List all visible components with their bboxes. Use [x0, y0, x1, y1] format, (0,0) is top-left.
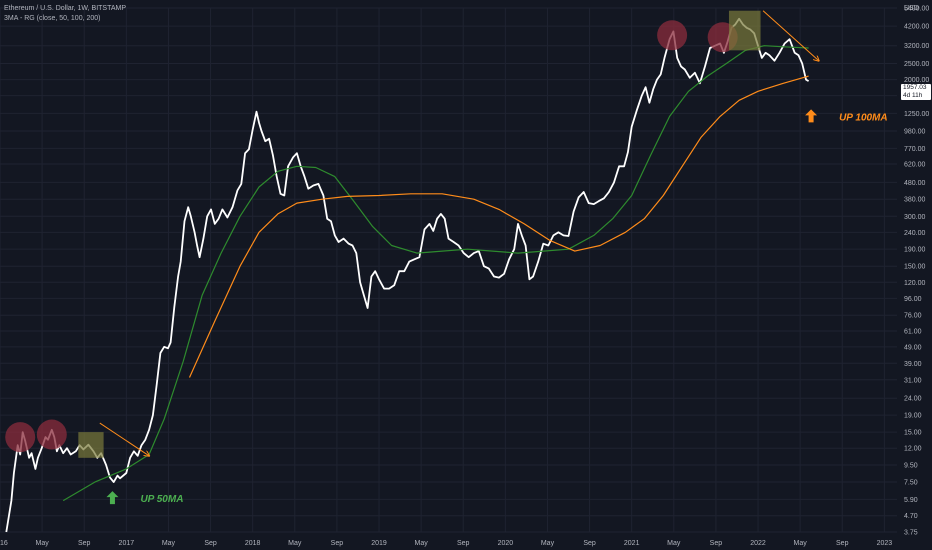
y-tick-label: 620.00 — [904, 161, 926, 168]
highlight-box — [728, 10, 761, 51]
x-tick-label: Sep — [78, 540, 91, 547]
chart-grid — [0, 7, 897, 533]
x-tick-label: 2023 — [877, 540, 893, 547]
y-tick-label: 5.90 — [904, 497, 918, 504]
y-axis[interactable]: 3.75 4.70 5.90 7.50 9.50 12.00 15.00 19.00 24.00… — [904, 5, 929, 537]
series-line-ma100 — [188, 75, 809, 378]
x-tick-label: May — [794, 540, 808, 547]
y-tick-label: 980.00 — [904, 128, 926, 135]
y-tick-label: 3200.00 — [904, 43, 929, 50]
y-tick-label: 150.00 — [904, 264, 926, 271]
y-tick-label: 4.70 — [904, 513, 918, 520]
y-tick-label: 76.00 — [904, 313, 922, 320]
x-tick-label: 2022 — [750, 540, 766, 547]
y-tick-label: 2000.00 — [904, 77, 929, 84]
y-tick-label: 49.00 — [904, 344, 922, 351]
series-line-ma50 — [62, 45, 809, 502]
x-tick-label: Sep — [457, 540, 470, 547]
y-tick-label: 15.00 — [904, 430, 922, 437]
y-tick-label: 39.00 — [904, 361, 922, 368]
y-tick-label: 190.00 — [904, 247, 926, 254]
x-tick-label: May — [162, 540, 176, 547]
up-arrow-icon — [805, 109, 818, 123]
x-tick-label: 2017 — [119, 540, 135, 547]
x-tick-label: 2018 — [245, 540, 261, 547]
trend-arrow — [99, 422, 149, 456]
highlight-circle — [36, 419, 67, 450]
highlight-box — [78, 432, 104, 458]
x-tick-label: May — [541, 540, 555, 547]
y-tick-label: 31.00 — [904, 377, 922, 384]
y-tick-label: 480.00 — [904, 180, 926, 187]
x-tick-label: May — [288, 540, 302, 547]
y-tick-label: 61.00 — [904, 329, 922, 336]
highlight-circle — [657, 20, 688, 51]
annotation-up100: UP 100MA — [839, 112, 888, 123]
y-tick-label: 770.00 — [904, 146, 926, 153]
last-price-label: 1957.03 4d 11h — [901, 84, 931, 100]
x-tick-label: May — [415, 540, 429, 547]
y-tick-label: 240.00 — [904, 230, 926, 237]
bar-countdown: 4d 11h — [903, 91, 923, 99]
x-tick-label: 2020 — [498, 540, 514, 547]
x-tick-label: Sep — [331, 540, 344, 547]
last-price-value: 1957.03 — [903, 84, 927, 91]
y-tick-label: 3.75 — [904, 530, 918, 537]
y-tick-label: 5400.00 — [904, 6, 929, 13]
highlight-circle — [5, 422, 36, 453]
y-tick-label: 120.00 — [904, 280, 926, 287]
x-axis[interactable]: 2016 May Sep 2017 May Sep 2018 May Sep 2019 May Sep… — [0, 540, 892, 547]
y-tick-label: 12.00 — [904, 446, 922, 453]
chart-header: Ethereum / U.S. Dollar, 1W, BITSTAMP 3MA… — [4, 4, 126, 24]
y-tick-label: 4200.00 — [904, 24, 929, 31]
annotation-up50: UP 50MA — [140, 494, 183, 505]
y-tick-label: 2500.00 — [904, 61, 929, 68]
y-tick-label: 9.50 — [904, 463, 918, 470]
x-tick-label: 2016 — [0, 540, 8, 547]
x-tick-label: 2021 — [624, 540, 640, 547]
y-tick-label: 7.50 — [904, 480, 918, 487]
y-tick-label: 1250.00 — [904, 111, 929, 118]
chart-title: Ethereum / U.S. Dollar, 1W, BITSTAMP — [4, 5, 127, 12]
x-tick-label: Sep — [204, 540, 217, 547]
up-arrow-icon — [106, 491, 119, 505]
trend-arrow — [762, 10, 819, 61]
y-tick-label: 300.00 — [904, 214, 926, 221]
x-tick-label: Sep — [583, 540, 596, 547]
y-tick-label: 24.00 — [904, 396, 922, 403]
x-tick-label: May — [667, 540, 681, 547]
chart-annotations: UP 50MA UP 100MA — [5, 10, 888, 505]
x-tick-label: Sep — [710, 540, 723, 547]
y-tick-label: 380.00 — [904, 197, 926, 204]
y-tick-label: 96.00 — [904, 296, 922, 303]
y-tick-label: 19.00 — [904, 413, 922, 420]
x-tick-label: Sep — [836, 540, 849, 547]
x-tick-label: 2019 — [371, 540, 387, 547]
indicator-label[interactable]: 3MA - RG (close, 50, 100, 200) — [4, 15, 101, 22]
x-tick-label: May — [35, 540, 49, 547]
y-axis-unit: USD — [904, 5, 919, 12]
